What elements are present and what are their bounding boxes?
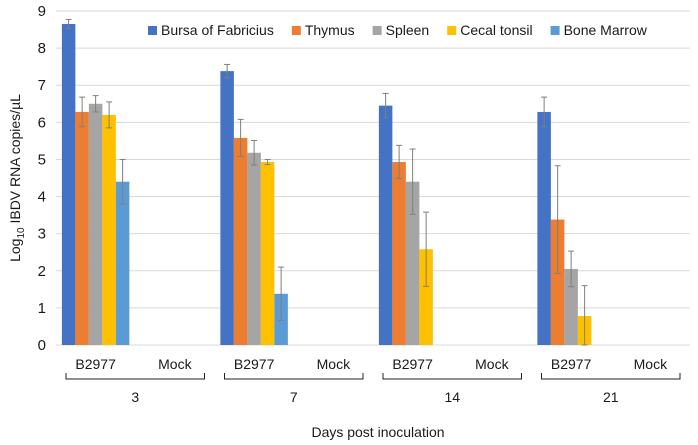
error-bar-thymus-day14	[396, 144, 403, 180]
x-subcategory-label: B2977	[75, 356, 116, 372]
legend-swatch	[291, 26, 301, 35]
bar-thymus-day3-b2977	[75, 111, 89, 345]
error-bar-spleen-day7	[251, 140, 258, 166]
legend-label: Cecal tonsil	[460, 22, 532, 38]
bar-bursa-of-fabricius-day7-b2977	[220, 71, 234, 346]
error-bar-cecal-tonsil-day3	[106, 101, 113, 129]
error-bar-thymus-day21	[554, 165, 561, 274]
x-subcategory-label: B2977	[234, 356, 275, 372]
legend-swatch	[372, 26, 382, 35]
bar-spleen-day7-b2977	[247, 152, 261, 345]
bar-thymus-day21-b2977	[550, 219, 565, 345]
bar-cecal-tonsil-day3-b2977	[102, 114, 116, 346]
error-bar-bursa-of-fabricius-day7	[224, 63, 231, 79]
bar-thymus-day14-b2977	[392, 162, 406, 345]
legend-label: Thymus	[305, 22, 355, 38]
error-bar-bursa-of-fabricius-day3	[65, 19, 72, 29]
legend-item-bone-marrow: Bone Marrow	[550, 22, 648, 38]
error-bar-bone-marrow-day7	[278, 266, 285, 322]
x-group-bracket	[541, 373, 681, 380]
y-gridlines	[56, 10, 690, 346]
y-tick-label-9: 9	[38, 3, 46, 20]
x-subcategory-label: Mock	[634, 356, 668, 372]
y-axis-title-subscript: 10	[16, 227, 27, 239]
error-bar-thymus-day7	[237, 118, 244, 157]
bar-bursa-of-fabricius-day21-b2977	[537, 111, 551, 345]
error-bar-bone-marrow-day3	[119, 158, 126, 205]
x-group-label-day-7: 7	[290, 389, 298, 405]
x-group-bracket	[65, 373, 205, 380]
y-axis-title: Log10 IBDV RNA copies/µL	[7, 94, 27, 262]
error-bar-spleen-day14	[409, 148, 416, 215]
x-group-label-day-14: 14	[444, 389, 460, 405]
y-tick-label-6: 6	[38, 114, 46, 131]
bar-spleen-day3-b2977	[88, 103, 103, 346]
legend-label: Bursa of Fabricius	[161, 22, 274, 38]
error-bar-spleen-day3	[92, 95, 99, 113]
bar-bone-marrow-day3-b2977	[115, 181, 130, 345]
legend-item-bursa-of-fabricius: Bursa of Fabricius	[148, 22, 274, 38]
legend-label: Spleen	[386, 22, 430, 38]
x-group-bracket	[382, 373, 522, 380]
y-tick-label-3: 3	[38, 226, 46, 243]
y-tick-label-0: 0	[38, 337, 46, 354]
x-subcategory-label: B2977	[551, 356, 592, 372]
error-bar-thymus-day3	[79, 96, 86, 128]
x-axis: B2977 Mock 3 B2977 Mock 7 B2977 Mock 14 B2977 Mock…	[65, 356, 681, 405]
legend-item-thymus: Thymus	[291, 22, 355, 38]
error-bar-spleen-day21	[568, 250, 575, 288]
x-group-label-day-21: 21	[603, 389, 619, 405]
x-axis-title: Days post inoculation	[311, 424, 444, 440]
legend-label: Bone Marrow	[564, 22, 648, 38]
x-group-bracket	[224, 373, 364, 380]
error-bar-cecal-tonsil-day14	[423, 211, 430, 287]
legend-item-spleen: Spleen	[372, 22, 430, 38]
legend-item-cecal-tonsil: Cecal tonsil	[447, 22, 533, 38]
bars	[61, 23, 592, 346]
legend-swatch	[447, 26, 457, 35]
bar-spleen-day14-b2977	[405, 181, 420, 345]
y-tick-label-1: 1	[38, 300, 46, 317]
bar-bursa-of-fabricius-day14-b2977	[378, 105, 393, 345]
y-tick-label-5: 5	[38, 151, 46, 168]
x-subcategory-label: Mock	[475, 356, 509, 372]
x-group-label-day-3: 3	[131, 389, 139, 405]
y-tick-label-2: 2	[38, 263, 46, 280]
bar-thymus-day7-b2977	[233, 137, 248, 345]
bar-bursa-of-fabricius-day3-b2977	[61, 23, 76, 345]
error-bar-bursa-of-fabricius-day21	[541, 96, 548, 128]
x-subcategory-label: Mock	[158, 356, 192, 372]
y-tick-label-8: 8	[38, 40, 46, 57]
y-tick-label-7: 7	[38, 77, 46, 94]
error-bar-cecal-tonsil-day7	[264, 158, 271, 166]
legend: Bursa of Fabricius Thymus Spleen Cecal tons…	[148, 22, 648, 38]
error-bars	[65, 19, 588, 346]
y-axis-title-rest: IBDV RNA copies/µL	[7, 94, 23, 228]
bar-cecal-tonsil-day14-b2977	[419, 249, 433, 345]
y-tick-labels: 0 1 2 3 4 5 6 7 8 9	[38, 3, 46, 354]
legend-swatch	[550, 26, 560, 35]
y-tick-label-4: 4	[38, 189, 46, 206]
x-subcategory-label: B2977	[392, 356, 433, 372]
error-bar-cecal-tonsil-day21	[581, 285, 588, 346]
bar-spleen-day21-b2977	[564, 268, 578, 345]
legend-swatch	[148, 26, 157, 35]
error-bar-bursa-of-fabricius-day14	[382, 92, 389, 119]
bar-cecal-tonsil-day7-b2977	[260, 162, 275, 345]
x-subcategory-label: Mock	[317, 356, 351, 372]
